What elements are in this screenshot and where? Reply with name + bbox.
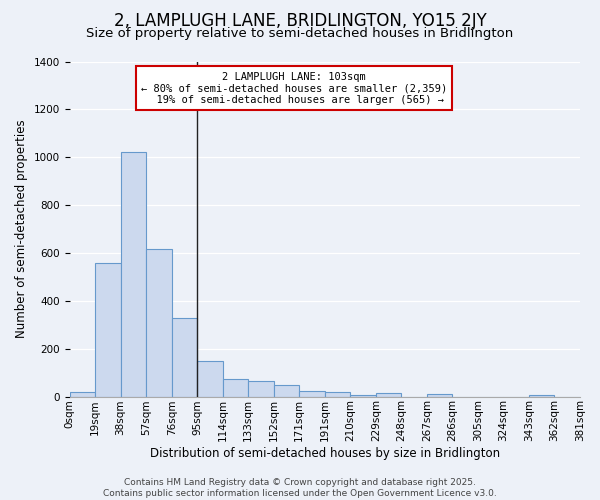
- Bar: [121, 152, 146, 396]
- Text: Contains HM Land Registry data © Crown copyright and database right 2025.
Contai: Contains HM Land Registry data © Crown c…: [103, 478, 497, 498]
- Bar: [376, 393, 401, 396]
- Bar: [146, 250, 172, 396]
- Bar: [172, 318, 197, 396]
- Y-axis label: Number of semi-detached properties: Number of semi-detached properties: [15, 120, 28, 338]
- Bar: [299, 390, 325, 396]
- Bar: [70, 392, 95, 396]
- Bar: [197, 360, 223, 396]
- Bar: [248, 381, 274, 396]
- Bar: [274, 384, 299, 396]
- Text: Size of property relative to semi-detached houses in Bridlington: Size of property relative to semi-detach…: [86, 28, 514, 40]
- X-axis label: Distribution of semi-detached houses by size in Bridlington: Distribution of semi-detached houses by …: [150, 447, 500, 460]
- Text: 2, LAMPLUGH LANE, BRIDLINGTON, YO15 2JY: 2, LAMPLUGH LANE, BRIDLINGTON, YO15 2JY: [113, 12, 487, 30]
- Bar: [95, 262, 121, 396]
- Bar: [223, 378, 248, 396]
- Text: 2 LAMPLUGH LANE: 103sqm
← 80% of semi-detached houses are smaller (2,359)
  19% : 2 LAMPLUGH LANE: 103sqm ← 80% of semi-de…: [141, 72, 447, 105]
- Bar: [427, 394, 452, 396]
- Bar: [325, 392, 350, 396]
